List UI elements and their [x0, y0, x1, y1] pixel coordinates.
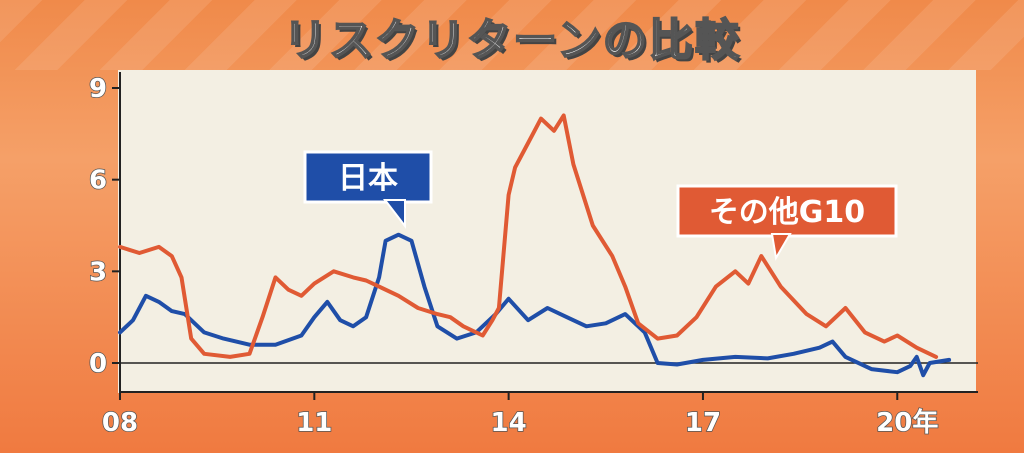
- series-line-1: [118, 113, 939, 359]
- x-tick-label: 08: [102, 408, 138, 438]
- callout-label-japan: 日本: [338, 161, 398, 196]
- callout-box-japan: [303, 150, 433, 204]
- callout-box-g10: [676, 184, 898, 238]
- header-decoration: [0, 0, 1024, 70]
- y-tick-label: 3: [89, 257, 107, 287]
- callout-pointer-japan: [382, 199, 406, 229]
- callout-label-g10: その他G10: [709, 195, 865, 230]
- y-tick-label: 0: [89, 349, 107, 379]
- callout-pointer-g10: [770, 233, 792, 261]
- chart-title: リスクリターンの比較: [282, 14, 741, 67]
- x-tick-label: 20年: [876, 407, 938, 438]
- x-tick-label: 14: [491, 408, 527, 438]
- y-tick-label: 9: [89, 74, 107, 104]
- x-tick-label: 17: [685, 408, 721, 438]
- y-tick-label: 6: [89, 166, 107, 196]
- x-tick-label: 11: [296, 408, 332, 438]
